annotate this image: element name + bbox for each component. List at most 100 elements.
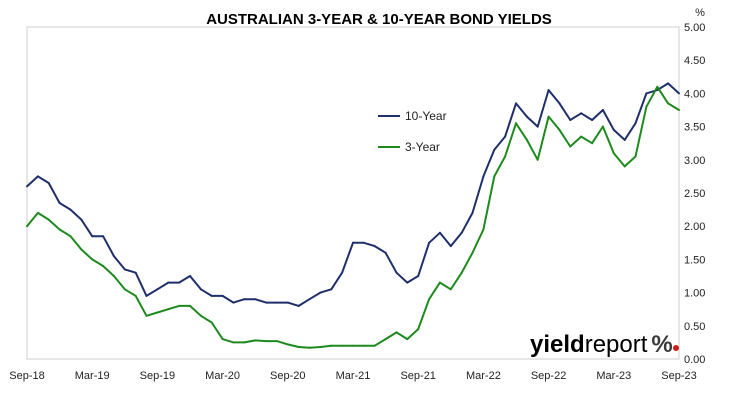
- data-point-10-year: [569, 119, 572, 121]
- data-point-3-year: [352, 344, 354, 347]
- data-point-10-year: [69, 208, 72, 211]
- data-point-3-year: [167, 308, 170, 311]
- data-point-3-year: [482, 228, 485, 231]
- data-point-10-year: [330, 288, 333, 291]
- data-point-10-year: [536, 125, 539, 128]
- plot-area: [26, 26, 680, 360]
- data-point-3-year: [667, 102, 670, 105]
- data-point-10-year: [26, 185, 28, 188]
- logo-red-dot-icon: [673, 345, 679, 351]
- data-point-10-year: [112, 255, 115, 258]
- data-point-3-year: [308, 346, 311, 349]
- data-point-3-year: [395, 331, 398, 334]
- legend-label-3-year: 3-Year: [405, 140, 440, 154]
- data-point-10-year: [678, 92, 680, 95]
- data-point-10-year: [80, 218, 83, 221]
- y-axis-unit-label: %: [695, 7, 705, 19]
- data-point-3-year: [265, 340, 268, 343]
- data-point-3-year: [460, 271, 463, 274]
- data-point-3-year: [91, 258, 94, 261]
- data-point-10-year: [384, 251, 387, 254]
- data-point-10-year: [601, 109, 604, 111]
- data-point-3-year: [362, 344, 365, 347]
- data-point-3-year: [286, 343, 289, 346]
- data-point-3-year: [26, 225, 28, 228]
- y-tick-label: 0.00: [684, 354, 705, 366]
- data-point-3-year: [449, 288, 452, 291]
- data-point-10-year: [297, 304, 300, 307]
- x-tick-label: Sep-18: [9, 370, 44, 382]
- data-point-10-year: [167, 281, 170, 284]
- data-point-3-year: [189, 304, 191, 307]
- data-point-10-year: [515, 102, 517, 105]
- data-point-10-year: [525, 115, 528, 118]
- data-point-3-year: [536, 158, 539, 161]
- x-tick-label: Sep-23: [661, 370, 696, 382]
- data-point-10-year: [612, 128, 615, 131]
- data-point-10-year: [91, 235, 94, 238]
- x-tick-label: Mar-23: [596, 370, 631, 382]
- data-point-10-year: [352, 241, 354, 244]
- data-point-3-year: [471, 251, 474, 254]
- data-point-3-year: [504, 155, 507, 158]
- data-point-3-year: [612, 152, 615, 155]
- data-point-10-year: [373, 245, 376, 248]
- y-tick-label: 2.50: [684, 188, 705, 200]
- legend-label-10-year: 10-Year: [405, 109, 447, 123]
- data-point-10-year: [417, 275, 420, 277]
- data-point-10-year: [428, 241, 431, 244]
- data-point-10-year: [580, 112, 583, 115]
- y-tick-label: 0.50: [684, 321, 705, 333]
- data-point-3-year: [243, 341, 246, 344]
- logo-percent-glyph: %: [651, 331, 672, 358]
- data-point-3-year: [656, 85, 659, 88]
- data-point-10-year: [395, 271, 398, 274]
- data-point-10-year: [102, 235, 105, 238]
- data-point-10-year: [275, 301, 278, 304]
- data-point-3-year: [102, 265, 105, 267]
- data-point-3-year: [634, 155, 637, 158]
- data-point-10-year: [623, 138, 626, 141]
- data-point-10-year: [362, 241, 365, 244]
- data-point-10-year: [134, 271, 137, 274]
- data-point-10-year: [645, 92, 648, 95]
- x-tick-label: Mar-20: [205, 370, 240, 382]
- data-point-3-year: [438, 281, 441, 284]
- data-point-10-year: [123, 268, 126, 271]
- data-point-3-year: [406, 338, 409, 341]
- chart-title: AUSTRALIAN 3-YEAR & 10-YEAR BOND YIELDS: [206, 11, 552, 28]
- data-point-3-year: [123, 288, 126, 291]
- data-point-3-year: [69, 235, 72, 238]
- x-tick-label: Mar-19: [75, 370, 110, 382]
- y-tick-label: 5.00: [684, 22, 705, 34]
- y-tick-label: 1.50: [684, 254, 705, 266]
- data-point-10-year: [286, 301, 289, 304]
- y-tick-label: 4.50: [684, 55, 705, 67]
- x-tick-label: Mar-21: [336, 370, 371, 382]
- data-point-3-year: [373, 344, 376, 347]
- data-point-3-year: [341, 344, 344, 347]
- data-point-3-year: [645, 105, 648, 108]
- data-point-10-year: [471, 211, 474, 214]
- data-point-10-year: [482, 175, 485, 178]
- data-point-10-year: [591, 119, 594, 121]
- yieldreport-logo: yieldreport%: [530, 331, 679, 358]
- data-point-10-year: [232, 301, 235, 304]
- y-tick-label: 3.00: [684, 155, 705, 167]
- x-tick-label: Sep-21: [400, 370, 435, 382]
- data-point-10-year: [547, 89, 550, 92]
- data-point-3-year: [417, 328, 420, 331]
- data-point-3-year: [384, 338, 387, 341]
- x-tick-label: Sep-22: [531, 370, 566, 382]
- data-point-10-year: [449, 245, 452, 248]
- y-axis-ticks: 0.00 0.50 1.00 1.50 2.00 2.50 3.00 3.50 4.00 4.50…: [684, 22, 705, 366]
- data-point-3-year: [580, 135, 583, 138]
- data-point-10-year: [221, 294, 224, 297]
- data-point-3-year: [319, 346, 322, 348]
- data-point-10-year: [438, 231, 441, 234]
- data-point-3-year: [547, 115, 550, 118]
- data-point-10-year: [47, 182, 50, 184]
- data-point-3-year: [145, 314, 148, 317]
- data-point-10-year: [493, 148, 496, 151]
